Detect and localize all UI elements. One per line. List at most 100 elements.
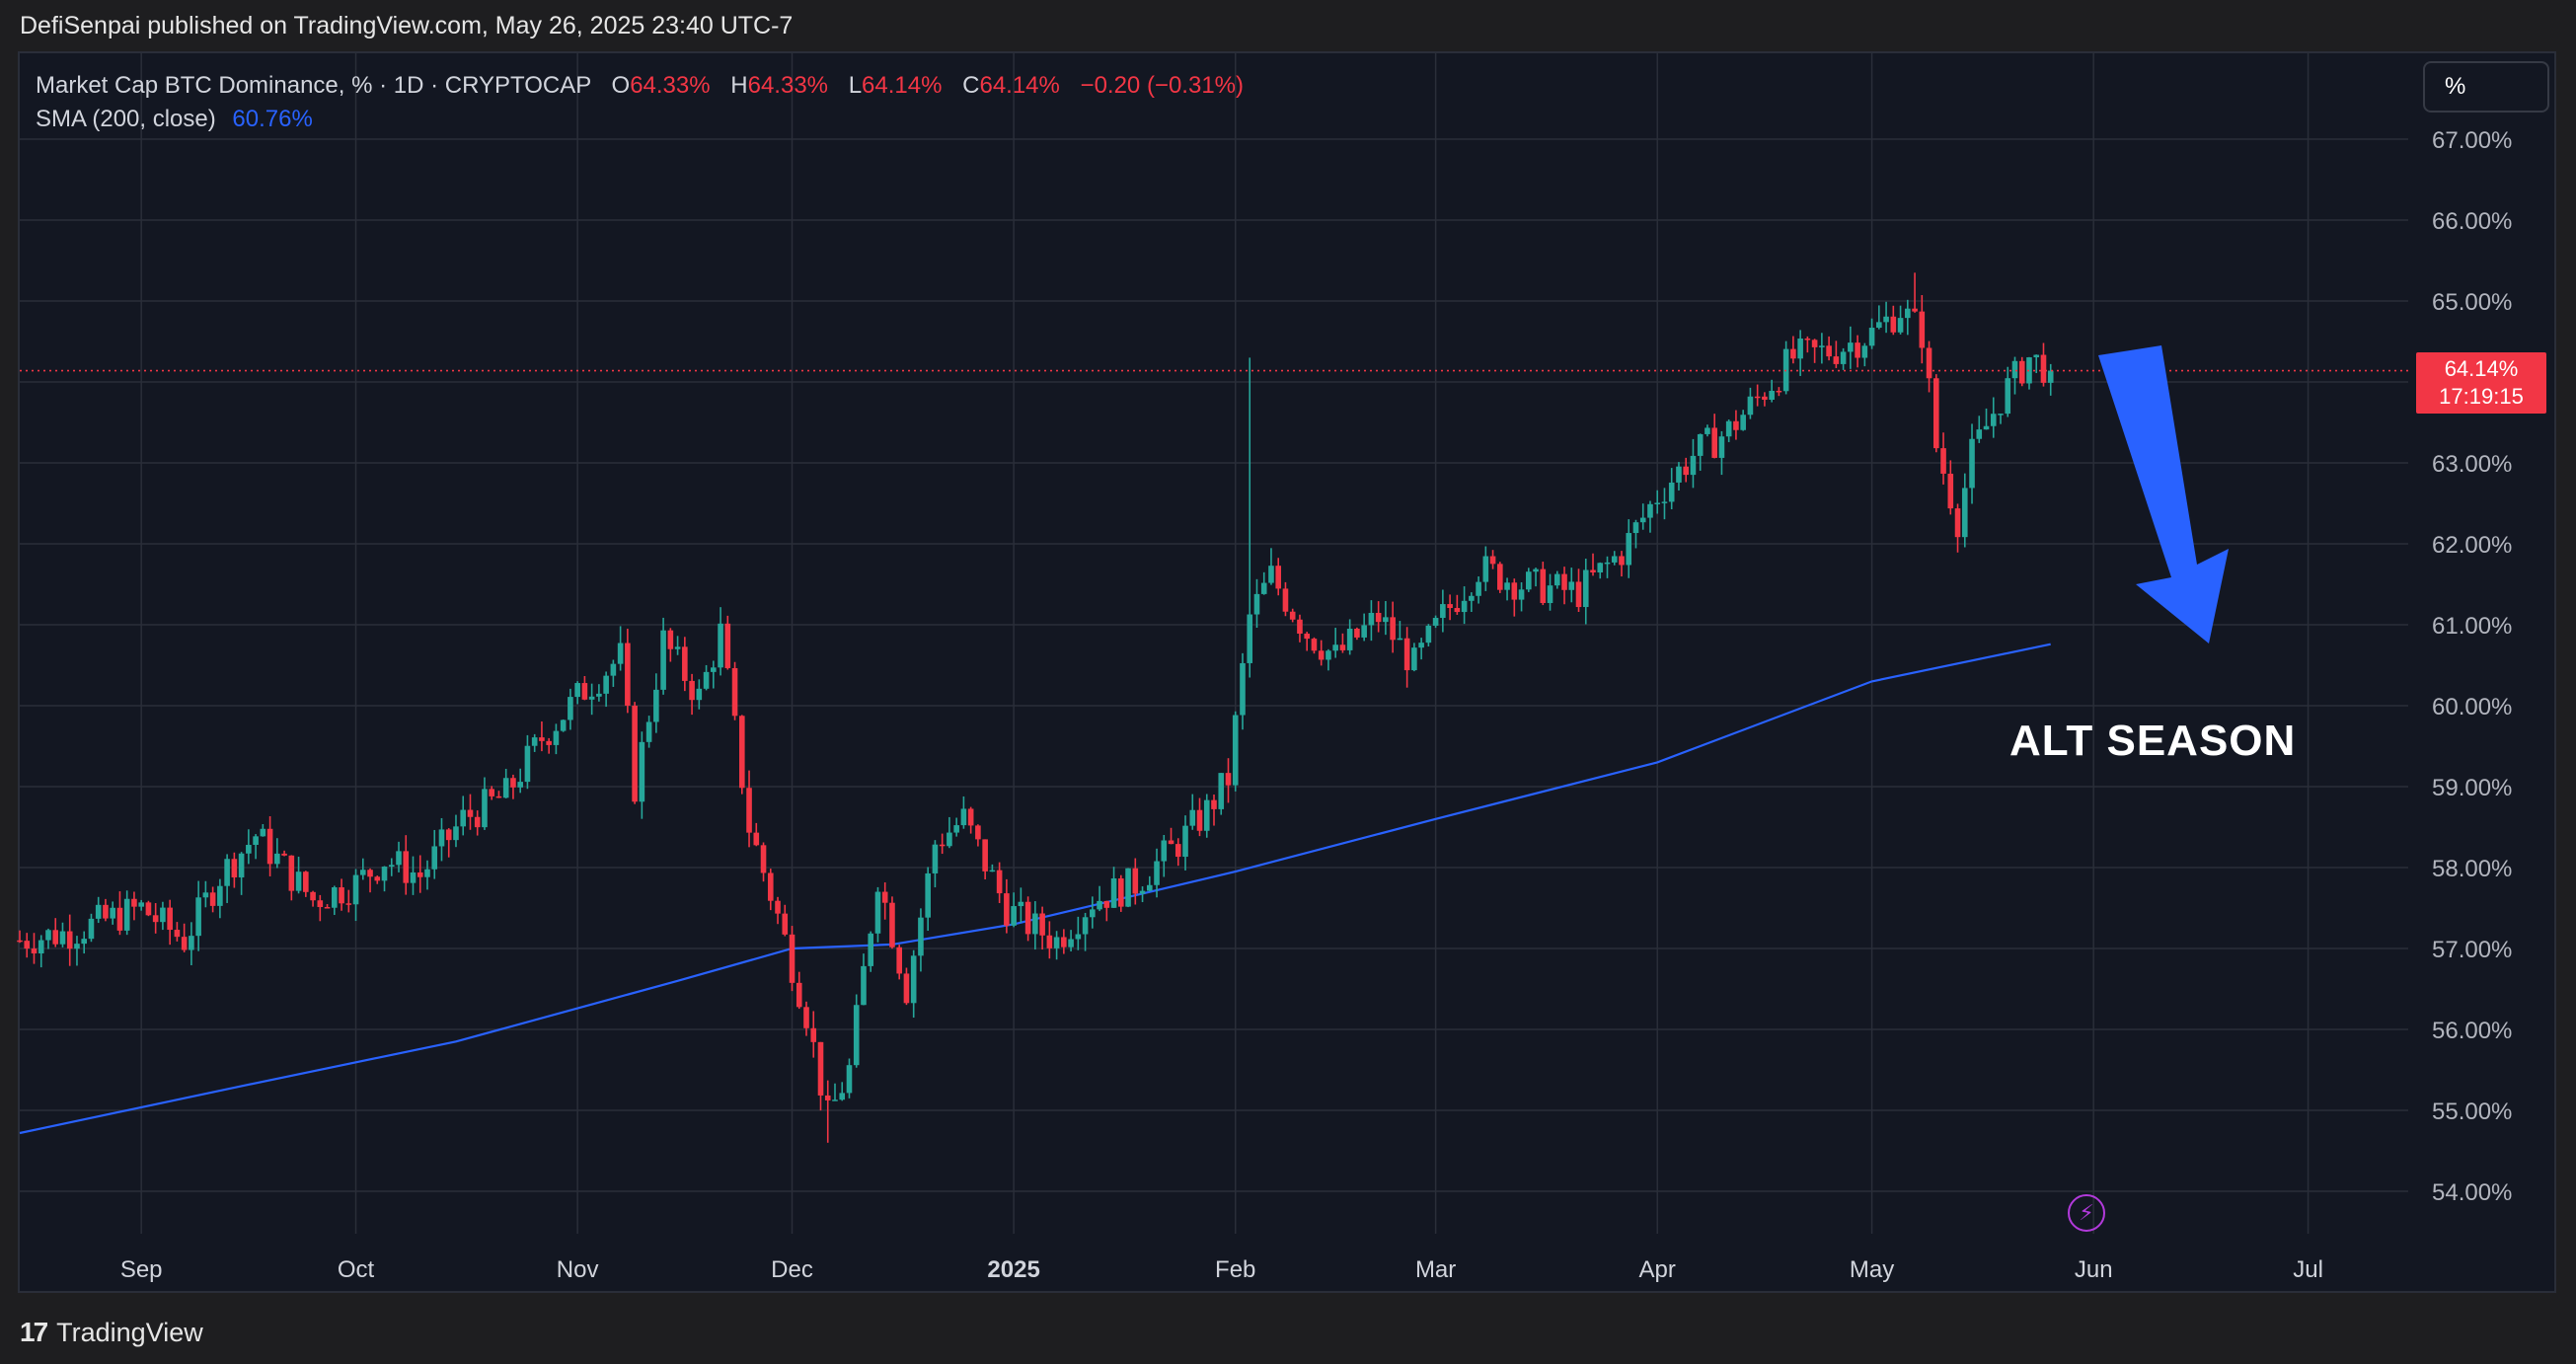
candle-body bbox=[1032, 913, 1038, 935]
candle-body bbox=[667, 630, 674, 649]
candle-body bbox=[1647, 503, 1653, 518]
candle-body bbox=[760, 845, 767, 873]
candles bbox=[17, 272, 2054, 1143]
scale-unit-button[interactable]: % bbox=[2423, 61, 2549, 113]
candle-body bbox=[396, 851, 402, 866]
candle-body bbox=[1733, 420, 1739, 430]
candle-body bbox=[660, 630, 666, 690]
x-tick-label: 2025 bbox=[987, 1256, 1039, 1283]
candle-body bbox=[560, 720, 567, 731]
candle-body bbox=[738, 716, 745, 789]
candle-body bbox=[1511, 582, 1518, 600]
candle-body bbox=[1440, 604, 1446, 619]
candle-body bbox=[1311, 639, 1318, 651]
candle-body bbox=[889, 902, 895, 947]
legend-sma-row: SMA (200, close) 60.76% bbox=[36, 103, 1244, 136]
candle-body bbox=[260, 828, 266, 837]
candle-body bbox=[1125, 868, 1131, 907]
candle-body bbox=[1304, 633, 1310, 640]
candle-body bbox=[1082, 917, 1089, 935]
candle-body bbox=[95, 904, 102, 919]
candle-body bbox=[324, 907, 331, 909]
candle-body bbox=[445, 829, 452, 841]
candle-body bbox=[359, 870, 366, 875]
candle-body bbox=[1253, 593, 1260, 615]
candle-body bbox=[1375, 612, 1382, 623]
published-text: DefiSenpai published on TradingView.com,… bbox=[20, 11, 794, 39]
candle-body bbox=[131, 898, 137, 907]
lightning-icon[interactable]: ⚡ bbox=[2068, 1194, 2105, 1232]
candle-body bbox=[374, 876, 381, 881]
candle-body bbox=[1718, 436, 1725, 458]
candle-body bbox=[1919, 311, 1926, 348]
candle-body bbox=[1754, 396, 1761, 399]
candle-body bbox=[238, 853, 245, 877]
candle-body bbox=[460, 809, 467, 827]
candle-body bbox=[1218, 773, 1225, 809]
candle-body bbox=[1326, 650, 1331, 660]
candle-body bbox=[953, 825, 959, 833]
sma-label[interactable]: SMA (200, close) bbox=[36, 106, 216, 132]
candle-body bbox=[1954, 508, 1961, 538]
candle-body bbox=[1926, 347, 1932, 379]
candle-body bbox=[367, 870, 373, 877]
candle-body bbox=[81, 939, 88, 945]
symbol-title[interactable]: Market Cap BTC Dominance, % · 1D · CRYPT… bbox=[36, 72, 591, 99]
candle-body bbox=[967, 808, 974, 826]
y-tick-label: 55.00% bbox=[2432, 1099, 2512, 1125]
candle-body bbox=[482, 789, 488, 828]
candle-body bbox=[674, 646, 681, 649]
footer-brand[interactable]: 17 TradingView bbox=[20, 1313, 203, 1352]
y-axis-labels: 67.00%66.00%65.00%64.00%63.00%62.00%61.0… bbox=[2432, 127, 2512, 1206]
candle-body bbox=[1861, 345, 1868, 358]
candle-body bbox=[1024, 901, 1031, 935]
chart-legend: Market Cap BTC Dominance, % · 1D · CRYPT… bbox=[36, 69, 1244, 136]
low-label: L bbox=[848, 72, 863, 99]
brand-name: TradingView bbox=[56, 1317, 203, 1347]
candle-body bbox=[1139, 890, 1146, 894]
candle-body bbox=[568, 697, 573, 720]
candle-body bbox=[1289, 611, 1296, 620]
candle-body bbox=[939, 844, 946, 847]
open-value: 64.33% bbox=[630, 72, 711, 99]
x-tick-label: Apr bbox=[1639, 1256, 1676, 1283]
candle-body bbox=[1819, 345, 1825, 347]
tradingview-logo-icon: 17 bbox=[20, 1317, 48, 1347]
candle-body bbox=[52, 930, 59, 945]
candle-body bbox=[1411, 647, 1417, 671]
candle-body bbox=[1154, 861, 1160, 885]
candle-body bbox=[160, 907, 166, 923]
candle-body bbox=[288, 855, 295, 891]
candle-body bbox=[1497, 564, 1503, 590]
candle-body bbox=[731, 667, 738, 717]
candle-body bbox=[1740, 415, 1746, 430]
x-tick-label: Feb bbox=[1215, 1256, 1255, 1283]
candle-body bbox=[903, 973, 910, 1004]
candle-body bbox=[1961, 488, 1968, 538]
candle-body bbox=[209, 892, 216, 906]
chart-frame[interactable] bbox=[18, 51, 2556, 1293]
candle-body bbox=[596, 693, 602, 697]
candle-body bbox=[610, 663, 617, 676]
candle-body bbox=[310, 891, 316, 901]
candle-body bbox=[1168, 840, 1174, 845]
candle-body bbox=[246, 845, 252, 854]
candle-body bbox=[1998, 414, 2004, 416]
x-tick-label: Sep bbox=[120, 1256, 163, 1283]
candle-body bbox=[1482, 556, 1489, 582]
candle-body bbox=[775, 900, 781, 914]
candle-body bbox=[174, 930, 181, 938]
candle-body bbox=[453, 826, 459, 841]
candle-body bbox=[1776, 390, 1782, 393]
candle-body bbox=[782, 913, 789, 935]
candle-body bbox=[1632, 522, 1639, 534]
candle-body bbox=[88, 918, 95, 940]
candle-body bbox=[803, 1007, 809, 1028]
candle-body bbox=[1196, 809, 1203, 831]
y-tick-label: 65.00% bbox=[2432, 289, 2512, 316]
candle-body bbox=[1868, 328, 1875, 346]
high-value: 64.33% bbox=[747, 72, 829, 99]
alt-season-annotation[interactable]: ALT SEASON bbox=[2009, 717, 2297, 765]
candle-body bbox=[24, 941, 31, 949]
